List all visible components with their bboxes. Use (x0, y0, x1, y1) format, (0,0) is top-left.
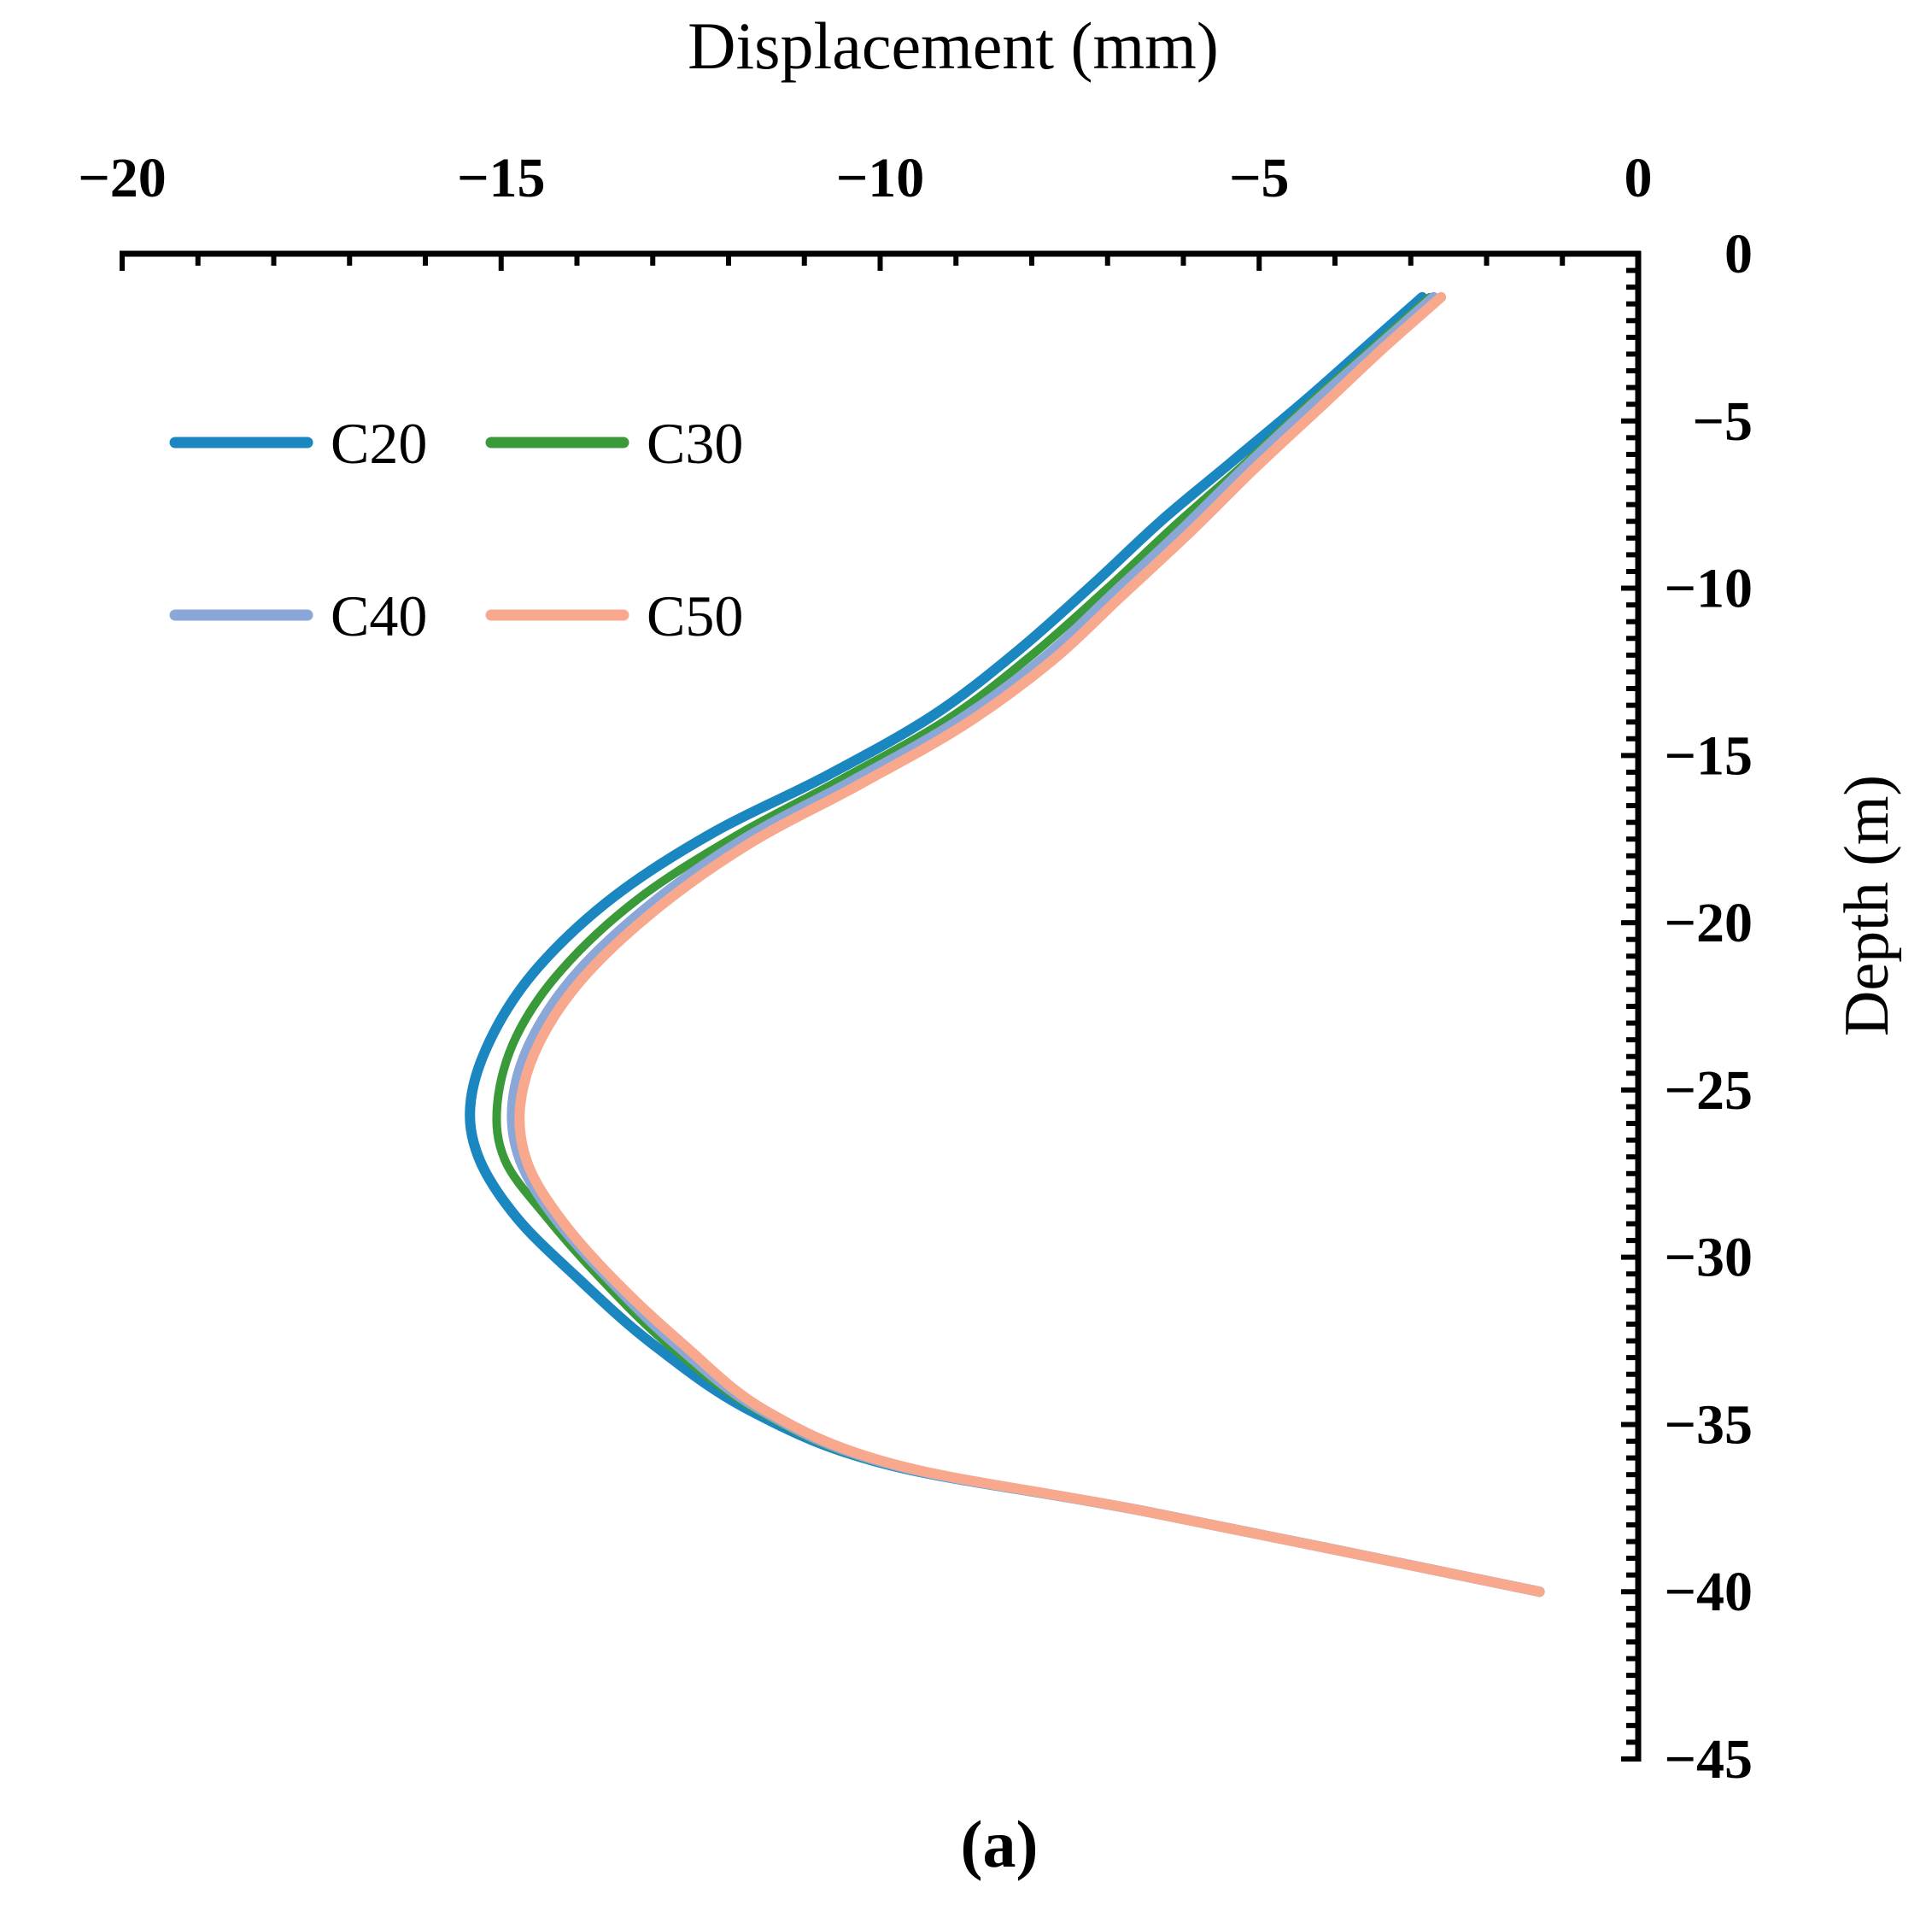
panel-label: (a) (961, 1807, 1039, 1881)
x-tick-label: −20 (78, 147, 167, 209)
y-tick-label: −5 (1692, 390, 1753, 453)
y-tick-label: −30 (1664, 1227, 1753, 1289)
y-tick-label: −15 (1664, 724, 1753, 787)
y-tick-label: −25 (1664, 1059, 1753, 1122)
series-layer (465, 291, 1545, 1598)
series-line-c40 (506, 291, 1545, 1598)
y-tick-label: 0 (1724, 223, 1753, 285)
x-tick-label: 0 (1625, 147, 1653, 209)
x-tick-label: −10 (836, 147, 925, 209)
series-line-c30 (492, 292, 1544, 1597)
x-tick-label: −15 (457, 147, 546, 209)
x-tick-label: −5 (1229, 147, 1290, 209)
legend: C20 C30 C40 C50 (169, 411, 743, 648)
legend-label-c20: C20 (331, 411, 427, 476)
legend-label-c40: C40 (331, 583, 427, 648)
legend-label-c30: C30 (647, 411, 743, 476)
series-line-c20 (465, 291, 1545, 1598)
x-axis-title: Displacement (mm) (688, 9, 1219, 83)
legend-label-c50: C50 (647, 583, 743, 648)
axes: −20 −15 −10 −5 0 0 −5 −10 −15 −20 −25 −30 −35 −40 −45 (78, 147, 1753, 1791)
y-tick-label: −10 (1664, 558, 1753, 620)
series-line-c50 (514, 291, 1545, 1598)
y-tick-label: −20 (1664, 892, 1753, 954)
y-tick-label: −35 (1664, 1393, 1753, 1456)
y-tick-label: −45 (1664, 1728, 1753, 1791)
y-axis-title: Depth (m) (1832, 775, 1902, 1036)
y-tick-label: −40 (1664, 1561, 1753, 1623)
